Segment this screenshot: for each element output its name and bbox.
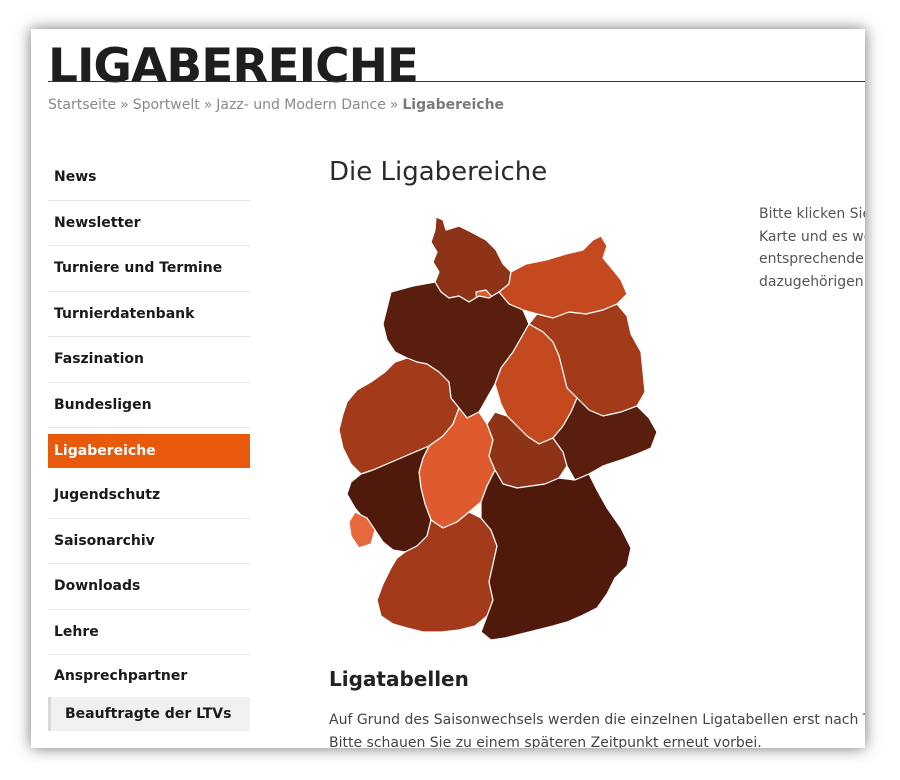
map-region-saarland[interactable] [348, 511, 376, 549]
map-region-sachsen[interactable] [552, 397, 658, 481]
map-instructions: Bitte klicken Sie Karte und es we entspr… [759, 203, 865, 293]
map-region-thueringen[interactable] [486, 411, 568, 489]
breadcrumb: Startseite» Sportwelt» Jazz- und Modern Da… [48, 97, 504, 113]
intro-line: Bitte klicken Sie [759, 206, 865, 222]
intro-line: entsprechende l [759, 251, 865, 267]
sidebar-item-bundesligen[interactable]: Bundesligen [48, 383, 250, 428]
sidebar-item-turniere-und-termine[interactable]: Turniere und Termine [48, 246, 250, 292]
paragraph-line: Bitte schauen Sie zu einem späteren Zeit… [329, 735, 762, 748]
breadcrumb-home-link[interactable]: Startseite [48, 97, 117, 113]
sidebar-item-saisonarchiv[interactable]: Saisonarchiv [48, 519, 250, 564]
page-heading: Die Ligabereiche [329, 157, 548, 187]
sidebar-item-lehre[interactable]: Lehre [48, 610, 250, 655]
sidebar-item-turnierdatenbank[interactable]: Turnierdatenbank [48, 292, 250, 337]
sidebar-item-news[interactable]: News [48, 155, 250, 201]
breadcrumb-separator: » [203, 97, 213, 113]
sidebar-item-jugendschutz[interactable]: Jugendschutz [48, 473, 250, 519]
site-title: LIGABEREICHE [48, 39, 419, 94]
sidebar-item-faszination[interactable]: Faszination [48, 337, 250, 383]
sidebar-subitem-beauftragte-der-ltvs[interactable]: Beauftragte der LTVs [48, 697, 250, 731]
intro-line: Karte und es we [759, 228, 865, 245]
section-heading-ligatabellen: Ligatabellen [329, 667, 469, 691]
page-frame: LIGABEREICHE Startseite» Sportwelt» Jazz- … [31, 29, 865, 748]
paragraph-line: Auf Grund des Saisonwechsels werden die … [329, 712, 865, 728]
map-region-bayern[interactable] [480, 469, 632, 641]
sidebar-item-ansprechpartner[interactable]: Ansprechpartner [54, 668, 188, 684]
map-region-mecklenburg-vorpommern[interactable] [498, 235, 628, 319]
sidebar-item-downloads[interactable]: Downloads [48, 564, 250, 610]
germany-map-svg [338, 216, 658, 641]
breadcrumb-sportwelt-link[interactable]: Sportwelt [132, 97, 200, 113]
breadcrumb-separator: » [120, 97, 129, 113]
title-divider [48, 81, 865, 82]
intro-line: dazugehörigen l [759, 273, 865, 290]
breadcrumb-separator: » [389, 97, 399, 113]
sidebar-item-ligabereiche[interactable]: Ligabereiche [48, 434, 250, 468]
map-region-schleswig-holstein[interactable] [430, 216, 512, 303]
ligatabellen-text: Auf Grund des Saisonwechsels werden die … [329, 709, 865, 748]
breadcrumb-jazz-link[interactable]: Jazz- und Modern Dance [216, 97, 386, 113]
sidebar-nav: News Newsletter Turniere und Termine Tur… [48, 155, 250, 731]
germany-league-map [331, 212, 671, 657]
breadcrumb-current: Ligabereiche [402, 97, 505, 113]
sidebar-item-newsletter[interactable]: Newsletter [48, 201, 250, 246]
